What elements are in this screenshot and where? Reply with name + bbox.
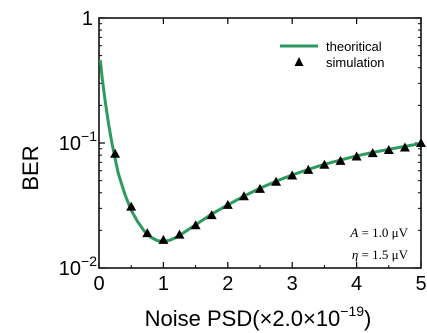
simulation-marker xyxy=(367,148,378,158)
annotation-amplitude: A = 1.0 μV xyxy=(349,225,408,240)
x-axis-title-main: Noise PSD(×2.0×10 xyxy=(145,306,341,331)
annotation-eta: η = 1.5 μV xyxy=(352,247,409,262)
simulation-marker xyxy=(126,201,137,211)
legend: theoritical simulation xyxy=(280,39,385,70)
x-axis-title: Noise PSD(×2.0×10−19) xyxy=(145,303,372,331)
x-tick-label: 1 xyxy=(158,273,169,295)
simulation-marker xyxy=(174,229,185,239)
y-tick-label: 1 xyxy=(82,8,93,30)
simulation-marker xyxy=(399,142,410,152)
simulation-marker xyxy=(271,176,282,186)
simulation-marker xyxy=(110,148,121,158)
x-axis-title-close: ) xyxy=(364,306,371,331)
y-tick-label: 10−2 xyxy=(59,253,97,280)
simulation-marker xyxy=(238,191,249,201)
x-tick-label: 0 xyxy=(93,273,104,295)
x-axis-title-exponent: −19 xyxy=(340,303,364,319)
tick-labels: 0 1 2 3 4 5 1 10−1 10−2 xyxy=(59,8,427,295)
x-tick-label: 2 xyxy=(222,273,233,295)
legend-simulation-label: simulation xyxy=(326,55,385,70)
simulation-marker xyxy=(206,210,217,220)
simulation-marker xyxy=(255,183,265,193)
legend-simulation-marker xyxy=(294,57,304,66)
simulation-marker xyxy=(287,170,298,180)
simulation-marker xyxy=(383,144,394,154)
simulation-marker xyxy=(142,228,153,238)
simulation-marker xyxy=(190,220,201,230)
simulation-marker xyxy=(319,159,330,169)
simulation-marker xyxy=(351,151,362,161)
legend-theory-label: theoritical xyxy=(326,39,382,54)
x-tick-label: 3 xyxy=(287,273,298,295)
simulation-marker xyxy=(158,234,169,244)
simulation-marker xyxy=(335,155,346,165)
simulation-marker xyxy=(222,199,233,209)
y-axis-title: BER xyxy=(18,145,43,190)
x-tick-label: 5 xyxy=(415,273,426,295)
simulation-marker xyxy=(303,164,314,174)
x-tick-label: 4 xyxy=(351,273,362,295)
simulation-marker-layer xyxy=(110,138,426,244)
simulation-marker xyxy=(416,138,426,147)
y-tick-label: 10−1 xyxy=(59,128,97,155)
